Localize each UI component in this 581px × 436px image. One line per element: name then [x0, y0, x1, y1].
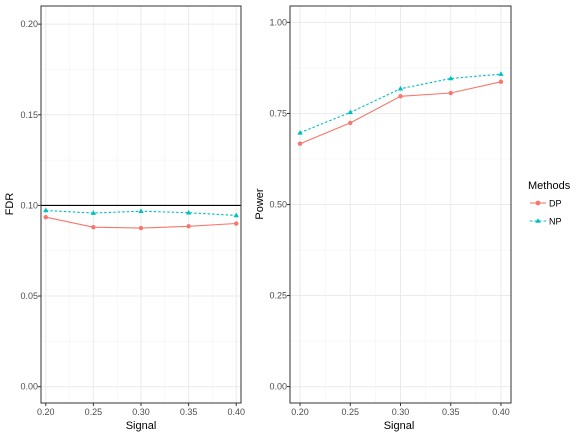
power-y-tick-label: 0.50 [269, 200, 287, 210]
fdr-point-dp [186, 224, 191, 229]
power-x-tick-label: 0.30 [392, 407, 410, 417]
fdr-point-dp [138, 225, 144, 231]
power-point-dp [448, 90, 453, 96]
legend-title: Methods [528, 180, 571, 192]
power-x-tick-label: 0.35 [442, 407, 460, 417]
power-point-np [448, 75, 454, 81]
fdr-point-np [43, 207, 49, 213]
power-point-np [297, 129, 303, 135]
fdr-x-axis-title: Signal [126, 420, 157, 432]
power-point-dp [398, 94, 403, 99]
power-x-tick-label: 0.40 [492, 407, 510, 417]
fdr-y-tick-label: 0.10 [20, 200, 38, 210]
fdr-x-tick-label: 0.40 [227, 407, 245, 417]
power-point-np [397, 85, 404, 91]
power-y-tick-label: 0.25 [269, 291, 287, 301]
fdr-y-tick-label: 0.05 [20, 291, 38, 301]
power-point-np [498, 71, 504, 76]
fdr-point-dp [91, 224, 96, 230]
fdr-point-np [185, 209, 192, 215]
power-y-tick-label: 1.00 [269, 17, 287, 27]
power-point-dp [348, 120, 353, 126]
legend-dp-marker [535, 200, 541, 206]
legend: Methods DP NP [528, 180, 571, 227]
fdr-x-tick-label: 0.35 [180, 407, 198, 417]
legend-np-marker [535, 218, 541, 223]
fdr-x-tick-label: 0.30 [132, 407, 150, 417]
power-panel: 0.20 0.25 0.30 0.35 0.40 0.00 0.25 0.50 0.75 1.00 [269, 5, 512, 417]
power-y-tick-label: 0.00 [269, 382, 287, 392]
power-point-dp [498, 79, 504, 84]
power-x-tick-label: 0.20 [291, 407, 309, 417]
power-x-tick-label: 0.25 [342, 407, 360, 417]
fdr-x-tick-label: 0.20 [37, 407, 55, 417]
power-point-dp [297, 141, 303, 146]
fdr-y-tick-label: 0.00 [20, 382, 38, 392]
legend-dp-label: DP [549, 199, 562, 209]
power-point-np [347, 109, 353, 115]
power-y-axis-title: Power [254, 188, 266, 220]
fdr-point-np [90, 210, 97, 215]
fdr-point-dp [43, 214, 48, 220]
power-x-axis-title: Signal [384, 420, 415, 432]
fdr-y-axis-title: FDR [4, 193, 16, 216]
legend-key-dp: DP [530, 199, 562, 209]
fdr-panel: 0.20 0.25 0.30 0.35 0.40 0.00 0.05 0.10 0.15 0.20 [20, 5, 245, 417]
fdr-point-dp [234, 221, 239, 226]
fdr-y-tick-label: 0.15 [20, 110, 38, 120]
fdr-point-np [138, 208, 144, 214]
legend-key-np: NP [530, 217, 562, 227]
fdr-x-tick-label: 0.25 [85, 407, 103, 417]
legend-np-label: NP [549, 217, 562, 227]
fdr-y-tick-label: 0.20 [20, 19, 38, 29]
power-y-tick-label: 0.75 [269, 108, 287, 118]
fdr-point-np [233, 212, 239, 218]
